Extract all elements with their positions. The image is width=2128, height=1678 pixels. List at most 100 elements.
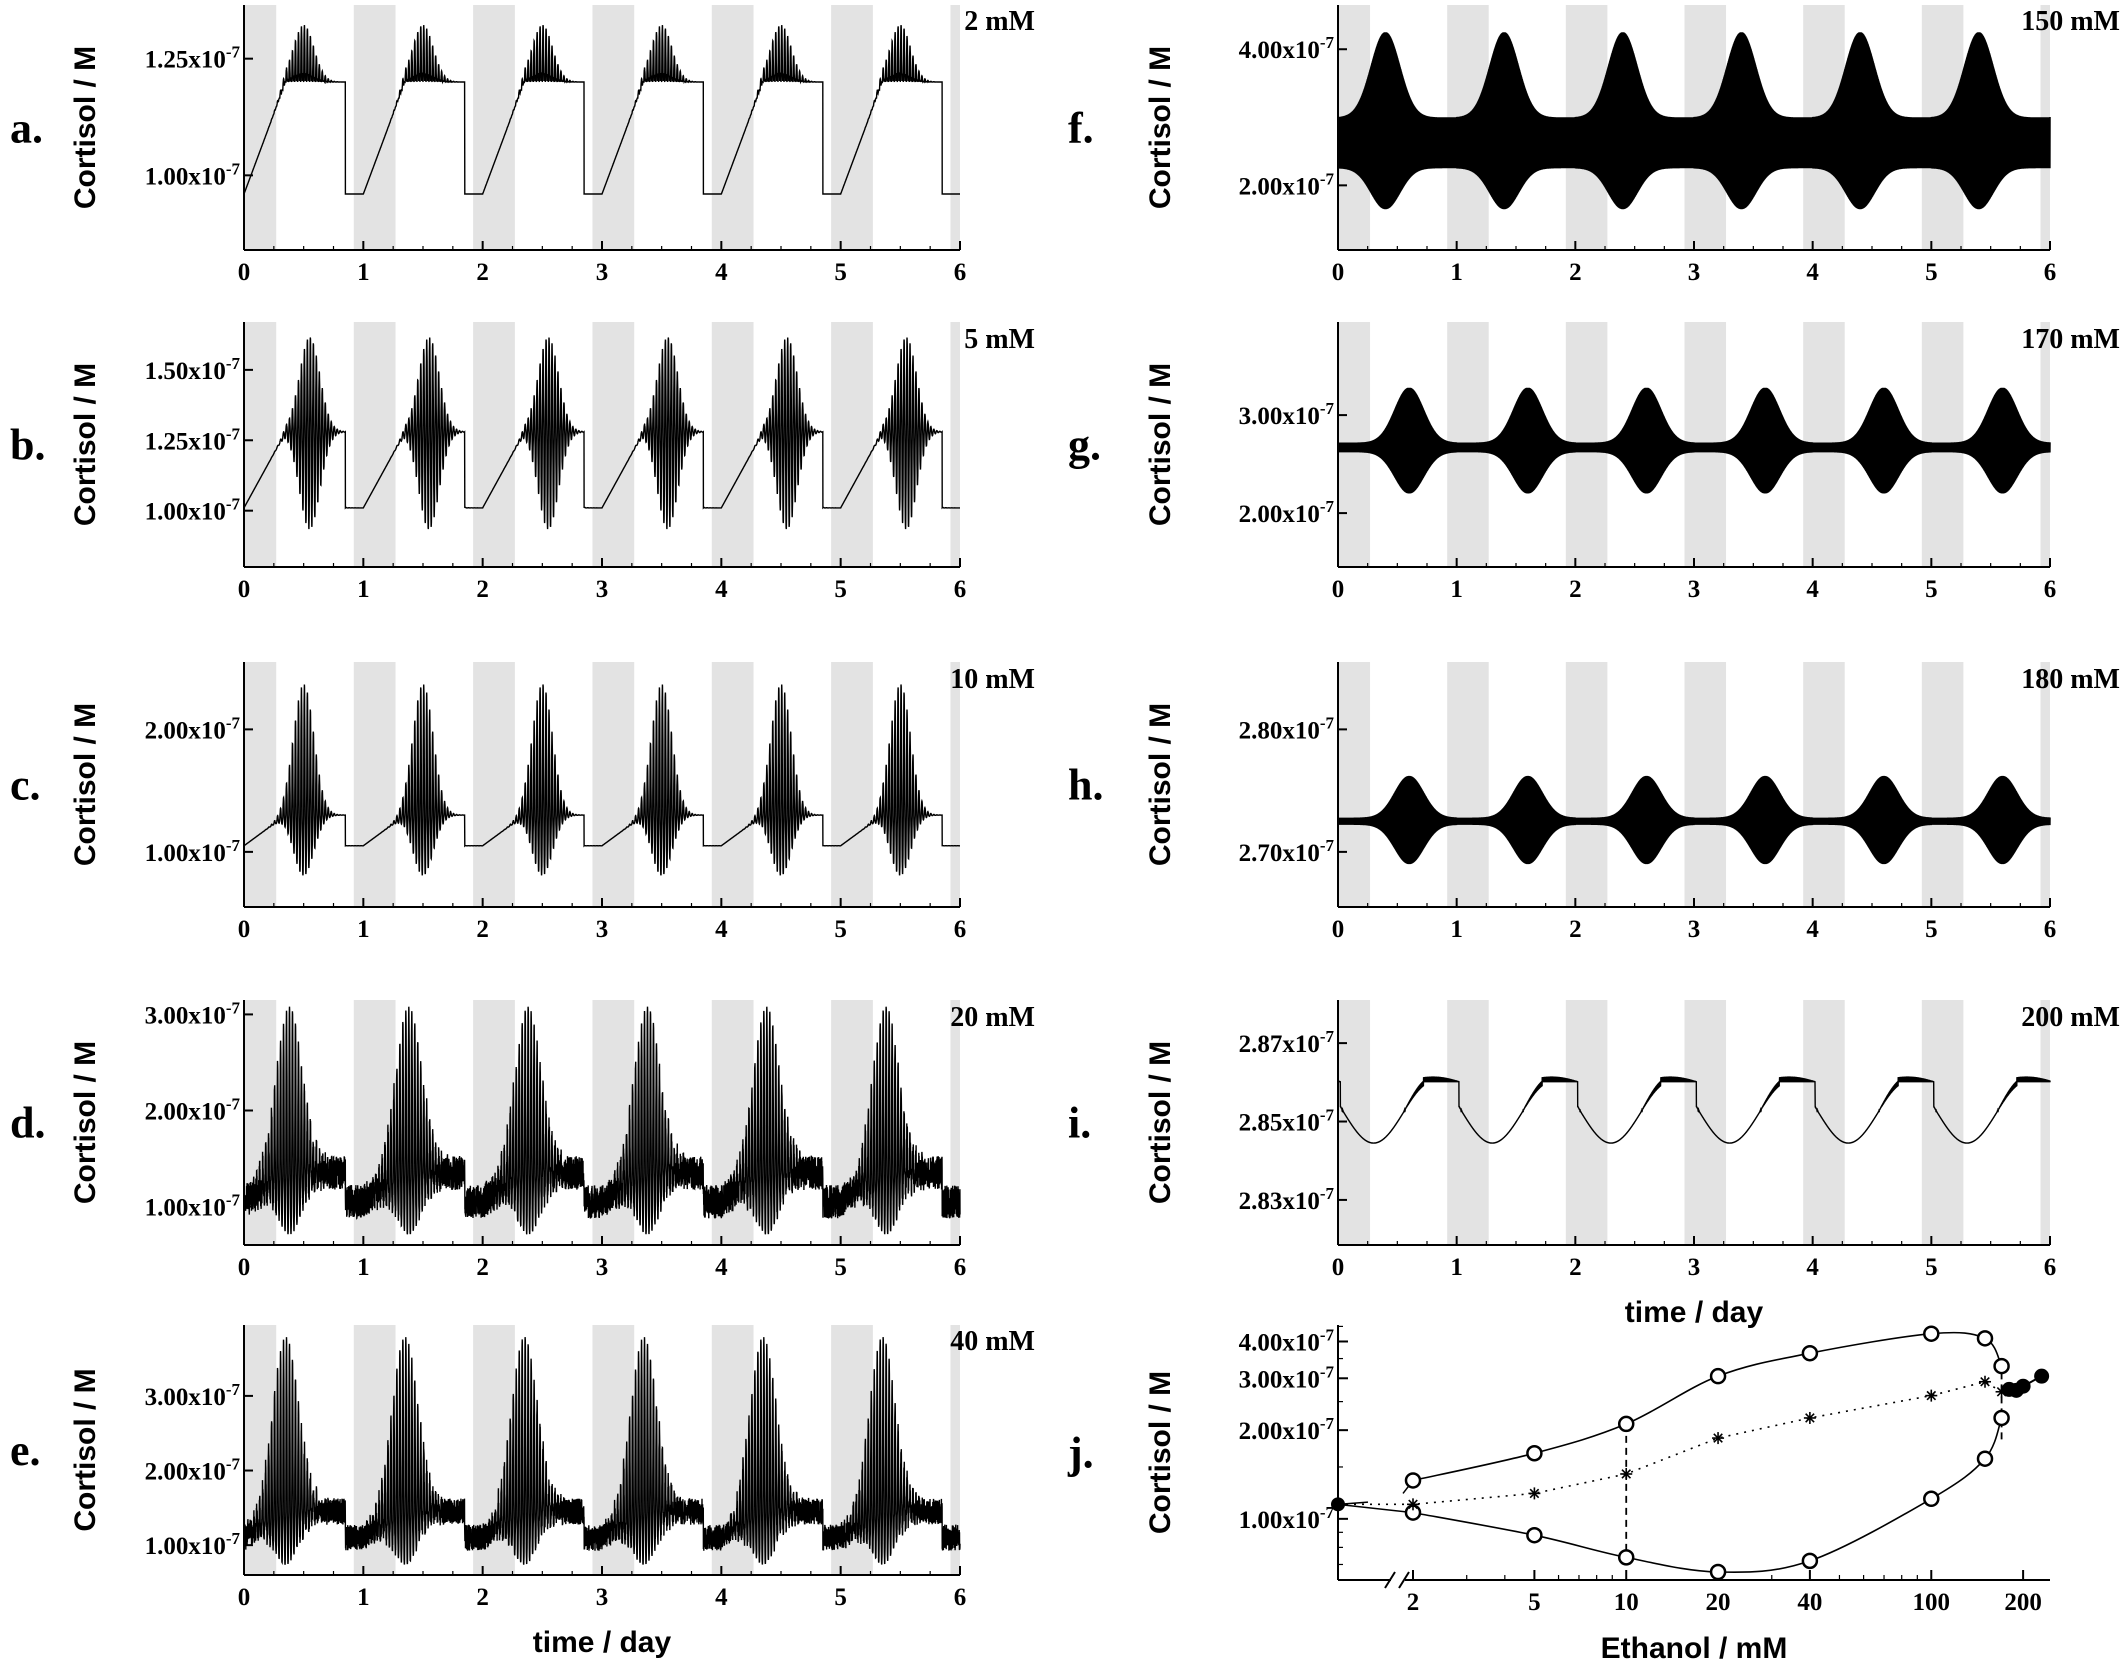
y-tick-label: 2.85x10-7 xyxy=(1239,1106,1335,1137)
x-tick-label: 5 xyxy=(1925,576,1938,603)
night-band xyxy=(473,662,515,907)
max-point xyxy=(1526,1444,1543,1462)
cortisol-trace xyxy=(243,1337,961,1566)
x-tick-label: 6 xyxy=(954,916,967,943)
x-tick-label: 3 xyxy=(596,1584,609,1611)
cortisol-trace xyxy=(243,337,960,530)
x-tick-label: 1 xyxy=(1450,916,1463,943)
concentration-label: 20 mM xyxy=(950,1002,1035,1033)
panel-letter: j. xyxy=(1067,1429,1094,1478)
x-tick-label: 6 xyxy=(954,576,967,603)
x-tick-label: 3 xyxy=(596,1254,609,1281)
panel-letter: b. xyxy=(10,421,45,470)
y-tick-label: 2.00x10-7 xyxy=(145,1455,241,1486)
cortisol-trace xyxy=(1337,775,2051,865)
x-tick-label: 1 xyxy=(1450,576,1463,603)
x-tick-label: 5 xyxy=(834,916,847,943)
y-tick-label: 2.00x10-7 xyxy=(1239,169,1335,200)
night-band xyxy=(473,5,515,250)
night-band xyxy=(2040,662,2050,907)
branch-link xyxy=(1337,1503,1414,1514)
mean-point xyxy=(1979,1375,1992,1388)
mean-point xyxy=(1803,1411,1816,1424)
x-tick-label: 2 xyxy=(476,1584,489,1611)
panel-h: 0 1 2 3 4 5 6 2.70x10-7 2.80x10-7 Cortisol / M 180… xyxy=(1068,662,2120,943)
x-tick-label: 3 xyxy=(1688,916,1701,943)
x-tick-label: 5 xyxy=(834,1584,847,1611)
asterisk-stroke xyxy=(1713,1433,1723,1443)
panel-i: 0 1 2 3 4 5 6 2.83x10-7 2.85x10-7 2.87x10-7 Cortis… xyxy=(1068,1000,2120,1329)
asterisk-stroke xyxy=(1621,1469,1632,1479)
panel-e: 0 1 2 3 4 5 6 1.00x10-7 2.00x10-7 3.00x10-7 Cortis… xyxy=(10,1325,1035,1659)
x-tick-label: 5 xyxy=(1925,916,1938,943)
panel-letter: i. xyxy=(1068,1099,1091,1148)
max-point xyxy=(1709,1367,1727,1385)
x-tick-label: 6 xyxy=(954,259,967,286)
y-tick-label: 3.00x10-7 xyxy=(1239,1362,1335,1393)
y-tick-label: 1.00x10-7 xyxy=(145,495,241,526)
max-point xyxy=(1923,1325,1940,1342)
x-tick-label: 10 xyxy=(1614,1589,1639,1616)
y-tick-label: 2.00x10-7 xyxy=(1239,1414,1335,1445)
panel-f: 0 1 2 3 4 5 6 2.00x10-7 4.00x10-7 Cortisol / M 150… xyxy=(1068,5,2120,286)
min-point xyxy=(1923,1490,1940,1508)
night-band xyxy=(1565,662,1608,907)
asterisk-stroke xyxy=(1805,1413,1815,1423)
x-tick-label: 3 xyxy=(1688,259,1701,286)
x-tick-label: 4 xyxy=(1806,576,1819,603)
y-tick-label: 1.25x10-7 xyxy=(145,424,241,455)
night-band xyxy=(711,322,754,567)
branch-link xyxy=(1337,1479,1414,1506)
cortisol-trace xyxy=(1337,1076,2051,1144)
x-tick-label: 1 xyxy=(357,916,370,943)
night-band xyxy=(950,322,960,567)
night-band xyxy=(1565,1000,1608,1245)
y-axis-title: Cortisol / M xyxy=(1144,363,1177,526)
concentration-label: 40 mM xyxy=(950,1326,1035,1357)
axis-break xyxy=(1384,1571,1396,1589)
x-tick-label: 5 xyxy=(1925,1254,1938,1281)
y-axis-title: Cortisol / M xyxy=(69,46,102,209)
x-tick-label: 5 xyxy=(834,576,847,603)
x-tick-label: 1 xyxy=(357,1584,370,1611)
mean-point xyxy=(1407,1498,1419,1511)
night-band xyxy=(473,322,515,567)
y-tick-label: 1.00x10-7 xyxy=(1239,1503,1335,1534)
night-band xyxy=(592,662,635,907)
panel-a: 0 1 2 3 4 5 6 1.00x10-7 1.25x10-7 Cortisol / M 2 m… xyxy=(10,5,1035,286)
y-tick-label: 2.00x10-7 xyxy=(145,713,241,744)
x-tick-label: 2 xyxy=(1407,1589,1420,1616)
x-tick-label: 6 xyxy=(954,1584,967,1611)
panel-c: 0 1 2 3 4 5 6 1.00x10-7 2.00x10-7 Cortisol / M 10 … xyxy=(10,662,1035,943)
x-tick-label: 0 xyxy=(238,916,251,943)
x-tick-label: 1 xyxy=(1450,1254,1463,1281)
concentration-label: 5 mM xyxy=(964,324,1035,355)
max-point xyxy=(1617,1415,1635,1433)
min-point xyxy=(1801,1552,1819,1570)
x-tick-label: 6 xyxy=(2044,916,2057,943)
max-point xyxy=(1404,1472,1422,1489)
mean-point xyxy=(1925,1389,1938,1402)
cortisol-trace xyxy=(1337,32,2051,210)
max-point xyxy=(1976,1330,1994,1347)
panel-letter: g. xyxy=(1068,421,1101,470)
mean-curve xyxy=(1338,1380,2010,1506)
night-band xyxy=(244,5,277,250)
x-tick-label: 0 xyxy=(1332,916,1345,943)
concentration-label: 2 mM xyxy=(964,6,1035,37)
cortisol-trace xyxy=(243,684,960,876)
min-point xyxy=(1709,1563,1727,1581)
panel-letter: a. xyxy=(10,104,43,153)
y-axis-title: Cortisol / M xyxy=(1144,1041,1177,1204)
night-band xyxy=(1921,1000,1964,1245)
x-tick-label: 5 xyxy=(1528,1589,1541,1616)
night-band xyxy=(1447,662,1489,907)
x-tick-label: 6 xyxy=(2044,259,2057,286)
x-tick-label: 4 xyxy=(1806,259,1819,286)
night-band xyxy=(950,5,960,250)
y-tick-label: 2.00x10-7 xyxy=(145,1094,241,1125)
x-tick-label: 3 xyxy=(596,259,609,286)
x-tick-label: 0 xyxy=(238,259,251,286)
y-tick-label: 1.50x10-7 xyxy=(145,354,241,385)
x-tick-label: 1 xyxy=(357,259,370,286)
